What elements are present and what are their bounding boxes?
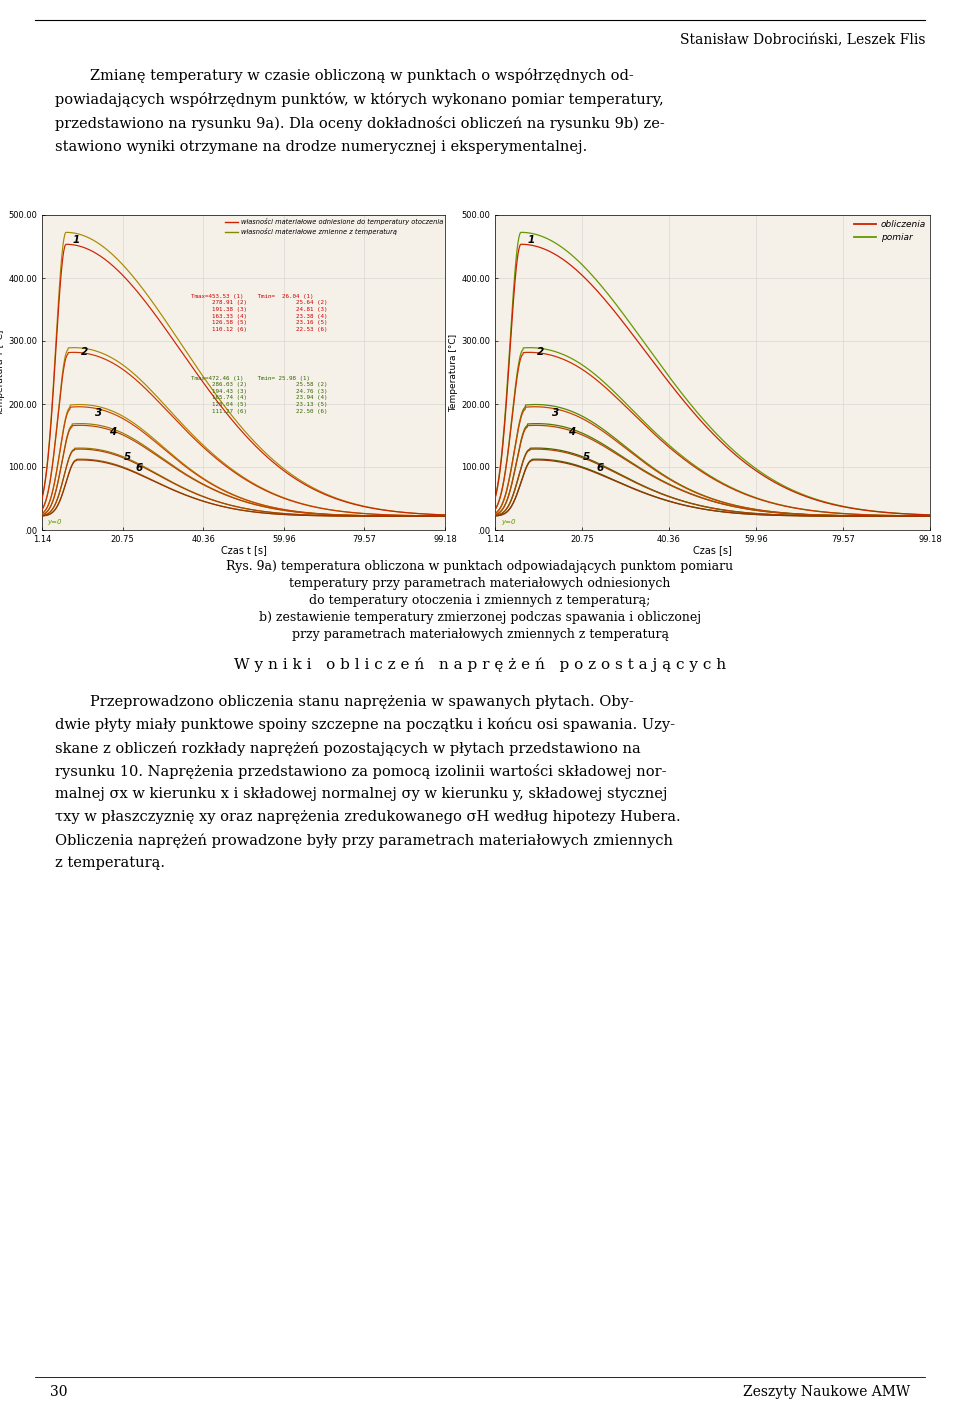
X-axis label: Czas [s]: Czas [s] — [693, 545, 732, 555]
Text: 3: 3 — [552, 409, 560, 419]
Text: Zeszyty Naukowe AMW: Zeszyty Naukowe AMW — [743, 1385, 910, 1399]
X-axis label: Czas t [s]: Czas t [s] — [221, 545, 267, 555]
Legend: własności materiałowe odniesione do temperatury otoczenia, własności materiałowe: własności materiałowe odniesione do temp… — [222, 215, 445, 237]
Text: Rys. 9a) temperatura obliczona w punktach odpowiadających punktom pomiaru: Rys. 9a) temperatura obliczona w punktac… — [227, 561, 733, 573]
Text: Przeprowadzono obliczenia stanu naprężenia w spawanych płytach. Oby-: Przeprowadzono obliczenia stanu naprężen… — [90, 695, 634, 710]
Text: przedstawiono na rysunku 9a). Dla oceny dokładności obliczeń na rysunku 9b) ze-: przedstawiono na rysunku 9a). Dla oceny … — [55, 117, 664, 131]
Legend: obliczenia, pomiar: obliczenia, pomiar — [851, 216, 930, 246]
Text: Tmax=453.53 (1)    Tmin=  26.04 (1)
      278.91 (2)              25.64 (2)
    : Tmax=453.53 (1) Tmin= 26.04 (1) 278.91 (… — [191, 294, 327, 332]
Text: y=0: y=0 — [48, 518, 62, 524]
Text: z temperaturą.: z temperaturą. — [55, 856, 165, 870]
Text: do temperatury otoczenia i zmiennych z temperaturą;: do temperatury otoczenia i zmiennych z t… — [309, 594, 651, 607]
Text: Obliczenia naprężeń prowadzone były przy parametrach materiałowych zmiennych: Obliczenia naprężeń prowadzone były przy… — [55, 833, 673, 847]
Text: malnej σx w kierunku x i składowej normalnej σy w kierunku y, składowej stycznej: malnej σx w kierunku x i składowej norma… — [55, 787, 667, 801]
Text: W y n i k i   o b l i c z e ń   n a p r ę ż e ń   p o z o s t a j ą c y c h: W y n i k i o b l i c z e ń n a p r ę ż … — [234, 658, 726, 673]
Text: 4: 4 — [567, 427, 575, 437]
Y-axis label: Temperatura T [°C]: Temperatura T [°C] — [0, 329, 6, 416]
Text: skane z obliczeń rozkłady naprężeń pozostających w płytach przedstawiono na: skane z obliczeń rozkłady naprężeń pozos… — [55, 740, 640, 756]
Text: przy parametrach materiałowych zmiennych z temperaturą: przy parametrach materiałowych zmiennych… — [292, 628, 668, 641]
Text: 1: 1 — [72, 235, 80, 246]
Text: dwie płyty miały punktowe spoiny szczepne na początku i końcu osi spawania. Uzy-: dwie płyty miały punktowe spoiny szczepn… — [55, 718, 675, 732]
Text: 2: 2 — [81, 347, 87, 357]
Text: 6: 6 — [596, 464, 604, 473]
Y-axis label: Temperatura [°C]: Temperatura [°C] — [449, 333, 458, 412]
Text: 1: 1 — [528, 235, 535, 246]
Text: temperatury przy parametrach materiałowych odniesionych: temperatury przy parametrach materiałowy… — [289, 577, 671, 590]
Text: τxy w płaszczyznię xy oraz naprężenia zredukowanego σH według hipotezy Hubera.: τxy w płaszczyznię xy oraz naprężenia zr… — [55, 811, 681, 823]
Text: 4: 4 — [109, 427, 116, 437]
Text: 5: 5 — [583, 452, 590, 462]
Text: y=0: y=0 — [501, 518, 516, 524]
Text: Zmianę temperatury w czasie obliczoną w punktach o współrzędnych od-: Zmianę temperatury w czasie obliczoną w … — [90, 67, 634, 83]
Text: 30: 30 — [50, 1385, 67, 1399]
Text: 3: 3 — [95, 409, 102, 419]
Text: b) zestawienie temperatury zmierzonej podczas spawania i obliczonej: b) zestawienie temperatury zmierzonej po… — [259, 611, 701, 624]
Text: 2: 2 — [537, 347, 543, 357]
Text: 5: 5 — [124, 452, 131, 462]
Text: Stanisław Dobrociński, Leszek Flis: Stanisław Dobrociński, Leszek Flis — [680, 32, 925, 46]
Text: 6: 6 — [136, 464, 143, 473]
Text: rysunku 10. Naprężenia przedstawiono za pomocą izolinii wartości składowej nor-: rysunku 10. Naprężenia przedstawiono za … — [55, 764, 666, 778]
Text: Tmax=472.46 (1)    Tmin= 25.98 (1)
      286.03 (2)              25.58 (2)
     : Tmax=472.46 (1) Tmin= 25.98 (1) 286.03 (… — [191, 375, 327, 413]
Text: stawiono wyniki otrzymane na drodze numerycznej i eksperymentalnej.: stawiono wyniki otrzymane na drodze nume… — [55, 140, 588, 155]
Text: powiadających współrzędnym punktów, w których wykonano pomiar temperatury,: powiadających współrzędnym punktów, w kt… — [55, 91, 663, 107]
